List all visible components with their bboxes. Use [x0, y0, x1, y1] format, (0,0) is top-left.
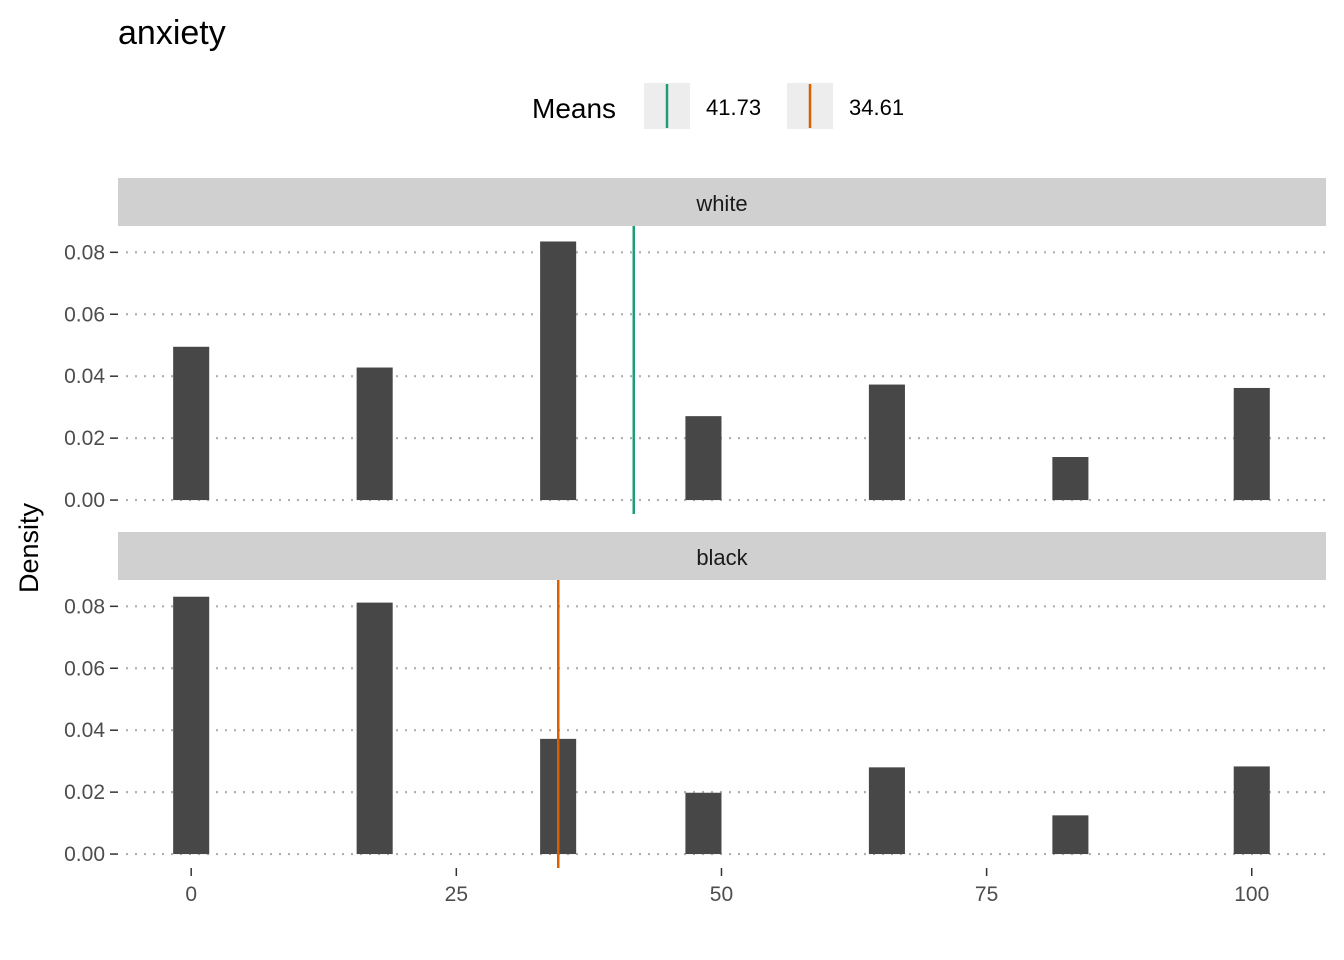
- y-tick-label: 0.06: [64, 657, 105, 680]
- y-tick-label: 0.04: [64, 719, 105, 742]
- histogram-bar: [1233, 766, 1270, 855]
- facet-panel-black: black 0.00 0.02 0.04 0.06 0.08: [64, 532, 1326, 868]
- histogram-bar: [685, 792, 722, 855]
- chart-title: anxiety: [118, 14, 226, 52]
- facet-strip-label: black: [696, 545, 748, 570]
- histogram-bar: [356, 367, 393, 501]
- facet-strip: [118, 532, 1326, 580]
- x-tick-label: 50: [710, 883, 733, 906]
- histogram-bar: [1052, 457, 1089, 501]
- histogram-bar: [868, 384, 905, 501]
- facet-strip: [118, 178, 1326, 226]
- facet-panel-white: white 0.00 0.02 0.04 0.06 0.08: [64, 178, 1326, 514]
- histogram-bar: [868, 767, 905, 855]
- y-tick-label: 0.04: [64, 365, 105, 388]
- y-axis-title: Density: [14, 502, 44, 593]
- y-tick-label: 0.02: [64, 781, 105, 804]
- y-tick-label: 0.00: [64, 489, 105, 512]
- legend: Means 41.73 34.61: [532, 83, 904, 129]
- x-tick-label: 75: [975, 883, 998, 906]
- histogram-bar: [685, 416, 722, 501]
- histogram-bar: [173, 596, 210, 855]
- y-tick-label: 0.08: [64, 241, 105, 264]
- y-tick-label: 0.06: [64, 303, 105, 326]
- x-tick-label: 25: [445, 883, 468, 906]
- x-tick-label: 100: [1234, 883, 1269, 906]
- legend-title: Means: [532, 93, 616, 124]
- facet-strip-label: white: [695, 191, 747, 216]
- histogram-bar: [540, 241, 577, 501]
- histogram-bar: [1233, 387, 1270, 501]
- y-tick-label: 0.00: [64, 843, 105, 866]
- histogram-bar: [356, 602, 393, 855]
- legend-entry-label: 34.61: [849, 95, 904, 120]
- legend-entry-label: 41.73: [706, 95, 761, 120]
- histogram-bar: [1052, 815, 1089, 855]
- x-tick-label: 0: [185, 883, 197, 906]
- y-tick-label: 0.02: [64, 427, 105, 450]
- histogram-bar: [173, 346, 210, 501]
- y-tick-label: 0.08: [64, 595, 105, 618]
